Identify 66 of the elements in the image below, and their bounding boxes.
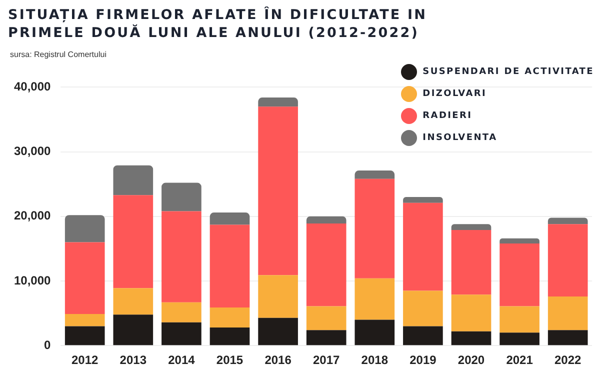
bar: [258, 318, 298, 346]
x-tick-label: 2016: [264, 353, 292, 368]
bar: [210, 307, 250, 328]
chart-subtitle: sursa: Registrul Comertului: [10, 50, 106, 59]
legend-label: SUSPENDARI DE ACTIVITATE: [422, 67, 594, 77]
bar: [403, 326, 443, 346]
x-tick-label: 2015: [216, 353, 244, 368]
bar: [64, 314, 105, 326]
bar: [258, 106, 298, 276]
bar: [162, 182, 202, 212]
bar: [64, 215, 105, 242]
chart-title: SITUAȚIA FIRMELOR AFLATE ÎN DIFICULTATE IN PRIMELE DOUĂ LUNI ALE ANULUI (2012-2022): [8, 6, 428, 42]
bar: [500, 306, 540, 333]
y-tick-label: 40,000: [14, 80, 52, 94]
y-tick-label: 30,000: [14, 144, 52, 158]
x-tick-label: 2017: [313, 353, 340, 368]
legend-label: INSOLVENTA: [422, 133, 498, 143]
bar: [306, 330, 346, 346]
y-tick-label: 20,000: [14, 208, 52, 223]
bar: [64, 326, 105, 346]
bar: [210, 328, 250, 346]
bar: [451, 230, 492, 295]
x-tick-label: 2021: [506, 353, 534, 368]
bar: [451, 224, 492, 230]
bar: [403, 197, 443, 203]
x-tick-label: 2013: [120, 353, 147, 368]
bar: [354, 178, 395, 278]
bar: [500, 244, 540, 306]
legend-label: DIZOLVARI: [422, 89, 487, 99]
bar: [306, 216, 346, 224]
y-tick-label: 10,000: [14, 273, 52, 288]
x-tick-label: 2012: [72, 353, 99, 368]
x-tick-label: 2018: [361, 353, 388, 368]
bar: [113, 195, 154, 288]
bar: [258, 98, 298, 107]
bar: [162, 322, 202, 346]
bar: [162, 302, 202, 322]
bar: [354, 278, 395, 320]
legend-label: RADIERI: [422, 111, 472, 121]
x-tick-label: 2020: [458, 353, 485, 368]
bar: [306, 306, 346, 330]
bar: [548, 224, 588, 297]
bar: [64, 242, 105, 314]
x-tick-label: 2022: [554, 353, 582, 368]
bar: [548, 296, 588, 330]
bar: [113, 288, 154, 315]
bar: [548, 330, 588, 346]
bar: [113, 165, 154, 196]
bar: [306, 224, 346, 306]
bar: [354, 170, 395, 179]
bar: [403, 290, 443, 326]
bar: [500, 238, 540, 244]
x-tick-label: 2014: [168, 353, 196, 368]
x-tick-label: 2019: [410, 353, 437, 368]
y-tick-label: 0: [44, 338, 52, 352]
bar: [354, 320, 395, 346]
bar: [210, 212, 250, 225]
bar: [451, 331, 492, 346]
bar: [451, 294, 492, 332]
bar: [403, 202, 443, 291]
bar: [500, 332, 540, 346]
bar: [113, 314, 154, 346]
bar: [210, 224, 250, 308]
bar: [162, 211, 202, 302]
bar: [258, 275, 298, 318]
bar: [548, 218, 588, 224]
